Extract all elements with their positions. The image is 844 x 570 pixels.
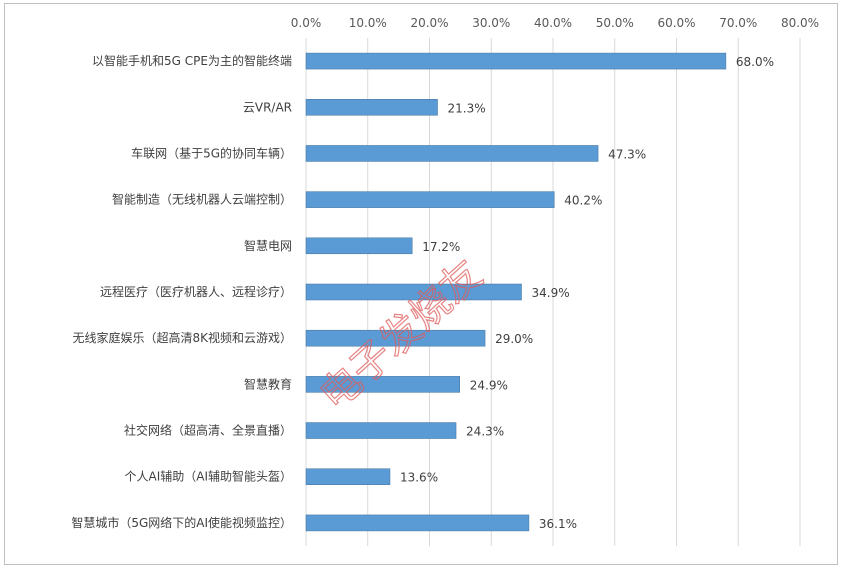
bar: [305, 468, 391, 485]
bars: [305, 52, 727, 532]
value-labels: 68.0% 21.3% 47.3% 40.2% 17.2% 34.9% 29.0% 24.9%…: [400, 55, 774, 531]
category-label: 智慧电网: [244, 238, 292, 253]
value-label: 34.9%: [532, 286, 570, 300]
bar: [305, 191, 555, 208]
value-label: 47.3%: [608, 147, 646, 161]
category-label: 智慧教育: [244, 376, 292, 391]
category-label: 社交网络（超高清、全景直播）: [124, 423, 292, 438]
bar: [305, 283, 522, 301]
value-label: 24.9%: [470, 378, 508, 392]
value-label: 13.6%: [400, 471, 438, 485]
category-label: 云VR/AR: [243, 100, 292, 114]
value-label: 40.2%: [564, 194, 602, 208]
category-label: 车联网（基于5G的协同车辆）: [131, 145, 292, 160]
x-tick-label: 20.0%: [410, 16, 448, 30]
grid-lines: [305, 38, 801, 546]
value-label: 17.2%: [422, 240, 460, 254]
bar: [305, 514, 530, 532]
category-label: 个人AI辅助（AI辅助智能头盔）: [125, 469, 293, 484]
x-axis-ticks: 0.0% 10.0% 20.0% 30.0% 40.0% 50.0% 60.0% 70.0% 8…: [291, 16, 819, 30]
bar: [305, 376, 461, 393]
value-label: 21.3%: [448, 101, 486, 115]
x-tick-label: 80.0%: [781, 16, 819, 30]
x-tick-label: 30.0%: [472, 16, 510, 30]
value-label: 36.1%: [539, 517, 577, 531]
x-tick-label: 70.0%: [719, 16, 757, 30]
bar: [305, 237, 413, 255]
x-tick-label: 60.0%: [657, 16, 695, 30]
x-tick-label: 50.0%: [596, 16, 634, 30]
value-label: 24.3%: [466, 425, 504, 439]
bar: [305, 99, 438, 116]
x-tick-label: 10.0%: [349, 16, 387, 30]
category-label: 远程医疗（医疗机器人、远程诊疗）: [100, 284, 292, 299]
x-tick-label: 0.0%: [291, 16, 322, 30]
category-label: 智能制造（无线机器人云端控制）: [112, 192, 292, 207]
bar: [305, 52, 727, 70]
value-label: 68.0%: [736, 55, 774, 69]
category-label: 无线家庭娱乐（超高清8K视频和云游戏）: [72, 330, 292, 345]
category-label: 智慧城市（5G网络下的AI使能视频监控）: [71, 515, 292, 530]
bar: [305, 422, 457, 439]
bar: [305, 145, 599, 162]
category-label: 以智能手机和5G CPE为主的智能终端: [92, 53, 292, 68]
x-tick-label: 40.0%: [534, 16, 572, 30]
bar: [305, 329, 486, 347]
value-label: 29.0%: [495, 332, 533, 346]
